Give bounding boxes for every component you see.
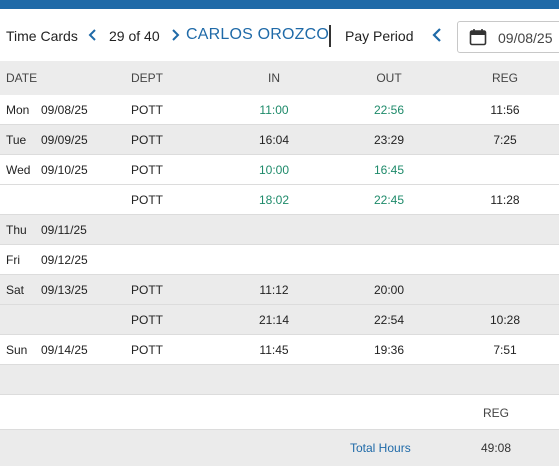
row-out-time: 22:45 (373, 193, 405, 207)
row-dept: POTT (131, 163, 163, 177)
table-row[interactable]: Wed 09/10/25 POTT 10:00 16:45 (0, 155, 559, 185)
row-dept: POTT (131, 343, 163, 357)
row-dept: POTT (131, 103, 163, 117)
timecard-counter: 29 of 40 (109, 28, 160, 44)
row-reg-hours: 11:56 (490, 103, 520, 117)
pay-period-label: Pay Period (345, 28, 414, 44)
row-day: Mon (6, 103, 30, 117)
row-in-time: 21:14 (258, 313, 290, 327)
table-row[interactable]: POTT 18:02 22:45 11:28 (0, 185, 559, 215)
column-header-dept: DEPT (131, 71, 164, 85)
row-out-time: 19:36 (373, 343, 405, 357)
row-reg-hours: 11:28 (490, 193, 520, 207)
table-row[interactable]: Thu 09/11/25 (0, 215, 559, 245)
row-out-time: 22:56 (373, 103, 405, 117)
row-dept: POTT (131, 313, 163, 327)
previous-pay-period-button[interactable] (430, 26, 444, 44)
employee-name-link[interactable]: CARLOS OROZCO (186, 26, 330, 43)
column-header-date: DATE (6, 71, 38, 85)
toolbar: Time Cards 29 of 40 CARLOS OROZCO Pay Pe… (0, 9, 559, 61)
row-day: Tue (6, 133, 27, 147)
total-hours-label: Total Hours (350, 441, 411, 455)
calendar-icon (469, 28, 487, 51)
table-row[interactable]: Fri 09/12/25 (0, 245, 559, 275)
row-day: Sat (6, 283, 25, 297)
row-date: 09/14/25 (41, 343, 88, 357)
row-in-time: 10:00 (258, 163, 290, 177)
row-reg-hours: 10:28 (489, 313, 521, 327)
table-row[interactable]: Sun 09/14/25 POTT 11:45 19:36 7:51 (0, 335, 559, 365)
chevron-left-icon (432, 28, 441, 42)
row-out-time: 22:54 (373, 313, 405, 327)
column-header-out: OUT (376, 71, 402, 85)
row-date: 09/08/25 (41, 103, 88, 117)
column-header-in: IN (268, 71, 280, 85)
toolbar-divider (329, 25, 331, 47)
pay-period-date-picker[interactable]: 09/08/25 (457, 21, 559, 53)
column-header-reg: REG (491, 71, 518, 85)
pay-period-date-value: 09/08/25 (498, 30, 553, 46)
row-day: Wed (6, 163, 31, 177)
row-date: 09/09/25 (41, 133, 88, 147)
row-out-time: 16:45 (373, 163, 405, 177)
row-in-time: 11:12 (259, 283, 289, 297)
chevron-left-icon (88, 29, 96, 41)
row-dept: POTT (131, 133, 163, 147)
row-dept: POTT (131, 283, 163, 297)
row-day: Sun (6, 343, 28, 357)
row-in-time: 11:45 (259, 343, 289, 357)
row-out-time: 23:29 (373, 133, 405, 147)
row-day: Thu (6, 223, 27, 237)
table-row[interactable]: Mon 09/08/25 POTT 11:00 22:56 11:56 (0, 95, 559, 125)
row-date: 09/13/25 (41, 283, 88, 297)
totals-reg-label: REG (482, 406, 509, 420)
page-title: Time Cards (6, 28, 78, 44)
chevron-right-icon (172, 29, 180, 41)
row-date: 09/12/25 (41, 253, 88, 267)
row-dept: POTT (131, 193, 163, 207)
row-in-time: 16:04 (258, 133, 290, 147)
row-in-time: 18:02 (258, 193, 290, 207)
next-timecard-button[interactable] (168, 26, 182, 44)
totals-header-row: REG (0, 395, 559, 430)
row-date: 09/11/25 (41, 223, 87, 237)
table-row[interactable]: POTT 21:14 22:54 10:28 (0, 305, 559, 335)
row-reg-hours: 7:51 (493, 343, 517, 357)
previous-timecard-button[interactable] (86, 26, 100, 44)
top-accent-bar (0, 0, 559, 9)
table-row[interactable] (0, 365, 559, 395)
row-day: Fri (6, 253, 20, 267)
row-date: 09/10/25 (41, 163, 88, 177)
table-row[interactable]: Sat 09/13/25 POTT 11:12 20:00 (0, 275, 559, 305)
row-in-time: 11:00 (259, 103, 289, 117)
table-row[interactable]: Tue 09/09/25 POTT 16:04 23:29 7:25 (0, 125, 559, 155)
row-out-time: 20:00 (373, 283, 405, 297)
table-header: DATE DEPT IN OUT REG (0, 61, 559, 95)
row-reg-hours: 7:25 (493, 133, 517, 147)
totals-row: Total Hours 49:08 (0, 430, 559, 466)
total-hours-value: 49:08 (480, 441, 512, 455)
